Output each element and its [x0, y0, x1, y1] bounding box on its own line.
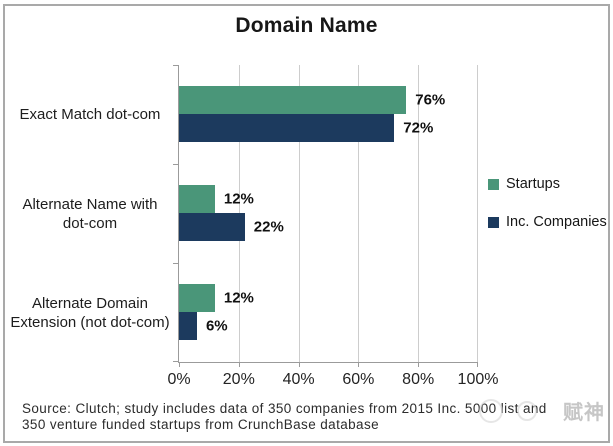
x-axis-tick-label: 20%: [222, 371, 255, 388]
startups-swatch: [488, 178, 499, 190]
bar-value-label: 6%: [205, 317, 228, 335]
x-axis-tick: [358, 362, 360, 367]
bar-startups-2: [179, 284, 215, 312]
bar-value-label: 72%: [403, 119, 434, 137]
inc-companies-swatch: [488, 216, 499, 228]
bar-inc-companies-1: [179, 213, 245, 241]
bar-inc-companies-0: [179, 114, 395, 142]
category-label: Exact Match dot-com: [19, 106, 161, 123]
x-axis-tick: [477, 362, 478, 367]
legend: Startups Inc. Companies: [488, 176, 607, 252]
bar-startups-0: [179, 86, 407, 114]
x-axis-tick: [179, 362, 180, 367]
bar-inc-companies-2: [179, 312, 197, 340]
x-axis-tick: [238, 362, 240, 367]
gridline: [358, 65, 360, 362]
x-axis-tick-label: 0%: [167, 371, 191, 388]
x-axis-tick-label: 40%: [282, 371, 315, 388]
source-line-1: Source: Clutch; study includes data of 3…: [22, 401, 547, 416]
chart-frame: [3, 4, 610, 443]
x-axis-tick-label: 100%: [457, 371, 499, 388]
x-axis-tick-label: 80%: [402, 371, 435, 388]
chart-title: Domain Name: [235, 14, 378, 37]
y-axis-tick: [173, 263, 179, 264]
source-line-2: 350 venture funded startups from CrunchB…: [22, 417, 380, 432]
gridline: [418, 65, 420, 362]
legend-item-inc-companies: Inc. Companies: [488, 214, 607, 230]
category-label: Alternate Domain Extension (not dot-com): [10, 294, 170, 331]
y-axis-tick: [173, 361, 179, 362]
bar-value-label: 76%: [415, 91, 446, 109]
legend-item-startups: Startups: [488, 176, 607, 192]
gridline: [298, 65, 300, 362]
source-note: Source: Clutch; study includes data of 3…: [22, 401, 597, 433]
x-axis-tick-label: 60%: [342, 371, 375, 388]
x-axis-tick: [298, 362, 300, 367]
gridline: [477, 65, 478, 362]
y-axis-tick: [173, 164, 179, 165]
bar-startups-1: [179, 185, 215, 213]
bar-value-label: 22%: [253, 218, 284, 236]
legend-label-startups: Startups: [506, 176, 560, 192]
plot-area: 0% 20% 40% 60% 80% 100% 76% 72% 12% 22% 12% 6%: [167, 65, 498, 388]
legend-label-inc-companies: Inc. Companies: [506, 214, 607, 230]
bar-value-label: 12%: [223, 190, 254, 208]
bar-value-label: 12%: [223, 289, 254, 307]
x-axis-tick: [418, 362, 420, 367]
y-axis-tick: [173, 65, 179, 66]
category-label: Alternate Name with dot-com: [22, 195, 158, 232]
